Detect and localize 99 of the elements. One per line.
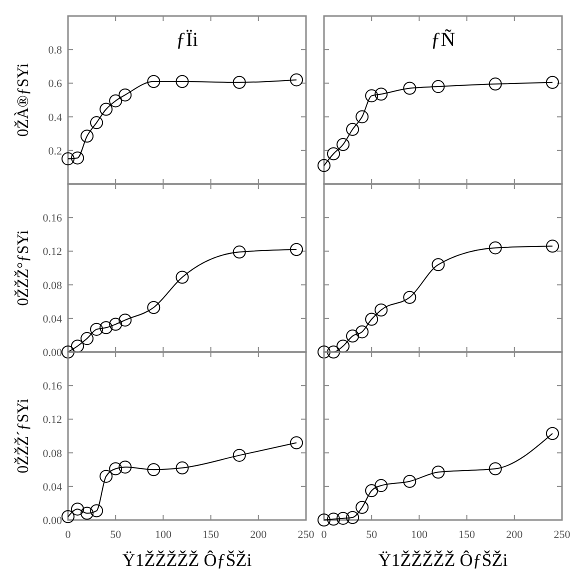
point [62, 346, 74, 358]
point [365, 484, 378, 498]
point [346, 330, 360, 343]
y-tick-label: 0.16 [42, 212, 62, 225]
y-tick-label: 0.16 [42, 380, 62, 393]
x-tick-label: 100 [410, 529, 428, 541]
point [290, 243, 303, 256]
x-tick-label: 150 [202, 529, 220, 541]
y-tick-label: 0.04 [42, 481, 62, 494]
point [62, 510, 74, 524]
point [327, 147, 340, 160]
point [100, 321, 113, 334]
point [176, 270, 189, 284]
x-tick-label: 200 [506, 529, 524, 541]
point [318, 159, 330, 172]
point [109, 318, 122, 331]
y-tick-label: 0.6 [48, 78, 62, 90]
point [488, 241, 502, 254]
point [336, 340, 350, 353]
x-tick-label: 100 [154, 529, 172, 541]
y-tick-label: 0.12 [42, 246, 62, 258]
x-axis-title: Ÿ1ŽŽŽŽŽ ÔƒŠŽi [378, 550, 508, 570]
x-tick-label: 150 [458, 529, 476, 541]
x-tick-label: 0 [321, 529, 328, 541]
point [336, 512, 350, 525]
point [80, 332, 94, 346]
point [232, 448, 246, 462]
point [80, 506, 94, 520]
y-axis-title: 0ŽŽŽ°ƒSYi [14, 230, 32, 306]
point [118, 314, 132, 327]
point [176, 461, 189, 474]
x-tick-label: 250 [298, 529, 315, 541]
text: ƒÑ [430, 29, 456, 51]
point [71, 340, 84, 353]
point [356, 110, 369, 124]
x-tick-label: 50 [110, 529, 122, 541]
point [232, 76, 246, 89]
point [109, 462, 122, 476]
point [80, 130, 94, 143]
point [71, 151, 84, 164]
y-axis-title: 0ŽÀ®ƒSYi [14, 62, 32, 137]
point [403, 474, 416, 488]
point [374, 304, 388, 316]
point [365, 312, 378, 326]
point [546, 76, 559, 89]
point [118, 88, 132, 102]
y-axis-title: 0ŽŽŽ´ƒSYi [14, 398, 32, 474]
point [432, 80, 445, 94]
y-tick-label: 0.4 [48, 112, 62, 124]
point [403, 82, 416, 95]
point [346, 510, 360, 524]
point [100, 102, 113, 116]
point [71, 502, 84, 516]
y-tick-label: 0.04 [42, 313, 62, 326]
point [147, 75, 160, 88]
point [90, 504, 104, 518]
y-tick-label: 0.00 [42, 347, 62, 359]
point [232, 246, 246, 259]
point [100, 470, 113, 483]
x-tick-label: 200 [250, 529, 268, 541]
point [62, 152, 74, 166]
point [432, 258, 445, 272]
point [318, 514, 330, 526]
x-tick-label: 50 [366, 529, 378, 541]
y-tick-label: 0.2 [48, 145, 62, 158]
point [346, 122, 360, 136]
point [90, 322, 104, 336]
point [318, 346, 330, 358]
point [374, 479, 388, 492]
point [290, 73, 303, 86]
y-tick-label: 0.08 [42, 448, 62, 460]
point [403, 290, 416, 304]
y-tick-label: 0.00 [42, 515, 62, 527]
point [147, 300, 160, 314]
x-tick-label: 250 [554, 529, 571, 541]
y-tick-label: 0.12 [42, 414, 62, 426]
y-tick-label: 0.8 [48, 44, 62, 57]
point [488, 462, 502, 476]
point [374, 88, 388, 101]
point [109, 94, 122, 108]
point [90, 116, 104, 130]
point [432, 466, 445, 479]
text: ƒÏi [176, 29, 199, 51]
point [365, 89, 378, 102]
x-axis-title: Ÿ1ŽŽŽŽŽ ÔƒŠŽi [122, 550, 252, 570]
point [488, 78, 502, 91]
point [290, 436, 303, 450]
point [327, 346, 340, 358]
point [327, 512, 340, 526]
point [118, 460, 132, 474]
y-tick-label: 0.08 [42, 280, 62, 292]
point [356, 500, 369, 514]
x-tick-label: 0 [65, 529, 72, 541]
point [546, 426, 559, 440]
point [546, 240, 559, 253]
point [336, 138, 350, 152]
point [176, 75, 189, 88]
point [147, 463, 160, 476]
point [356, 325, 369, 338]
